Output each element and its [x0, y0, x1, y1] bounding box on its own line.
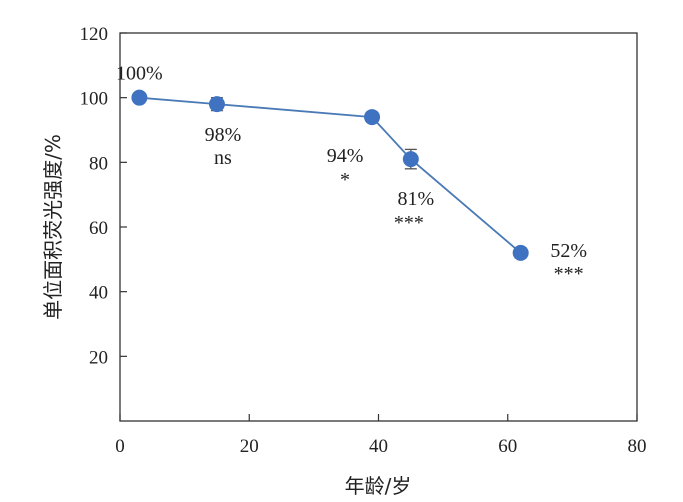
x-tick-label: 40 [369, 436, 388, 457]
y-tick-label: 100 [80, 89, 109, 110]
x-tick-label: 80 [628, 436, 647, 457]
data-label-significance: * [340, 169, 350, 191]
data-label-significance: *** [554, 263, 584, 285]
data-point [512, 244, 529, 261]
data-label-value: 94% [327, 145, 364, 167]
y-axis-title: 单位面积荧光强度/% [41, 134, 65, 320]
data-label-significance: ns [214, 147, 232, 169]
data-label-significance: *** [394, 212, 424, 234]
data-labels: 100%98%ns 94%*81%***52%*** [116, 63, 587, 285]
data-label-value: 81% [397, 188, 434, 210]
data-point [402, 151, 419, 168]
y-axis-ticks: 20 40 60 80 100 120 [80, 24, 127, 368]
series-line [139, 96, 522, 254]
data-point [131, 89, 148, 106]
y-tick-label: 80 [89, 153, 108, 174]
data-point [364, 109, 381, 126]
data-point [208, 96, 225, 113]
data-label-value: 52% [550, 240, 587, 262]
x-tick-label: 20 [240, 436, 259, 457]
series-layer [131, 89, 529, 261]
y-tick-label: 20 [89, 347, 108, 368]
y-tick-label: 40 [89, 283, 108, 304]
data-label-value: 98% [205, 124, 242, 146]
x-tick-label: 60 [498, 436, 517, 457]
x-tick-label: 0 [115, 436, 125, 457]
y-tick-label: 120 [80, 24, 109, 45]
x-axis-ticks: 0 20 40 60 80 [115, 414, 647, 457]
data-label-value: 100% [116, 63, 163, 85]
x-axis-title: 年龄/岁 [345, 474, 412, 498]
plot-frame [119, 32, 638, 422]
y-tick-label: 60 [89, 218, 108, 239]
